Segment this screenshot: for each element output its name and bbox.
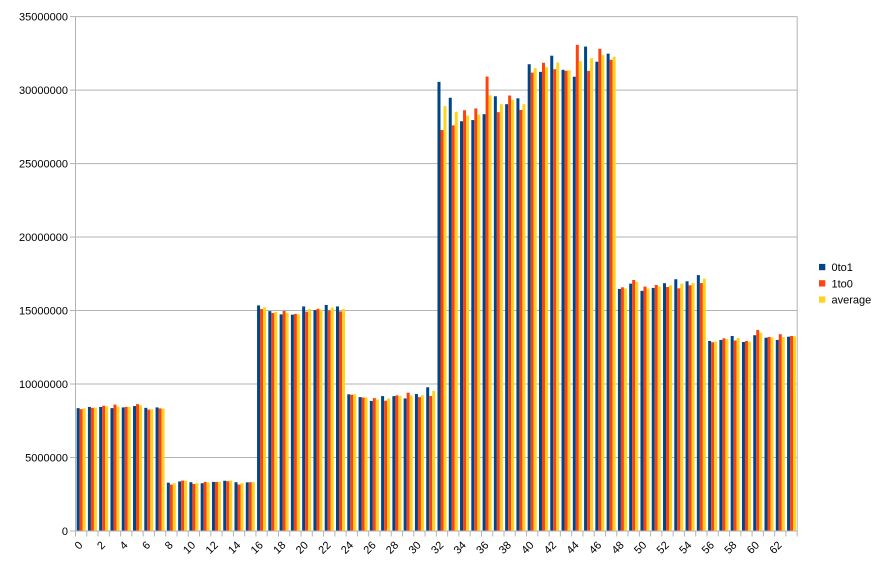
svg-text:average: average <box>832 295 872 307</box>
svg-text:0to1: 0to1 <box>832 262 853 274</box>
svg-text:35000000: 35000000 <box>19 12 68 24</box>
svg-text:15000000: 15000000 <box>19 305 68 317</box>
svg-text:5000000: 5000000 <box>25 452 68 464</box>
svg-text:25000000: 25000000 <box>19 158 68 170</box>
svg-text:20000000: 20000000 <box>19 232 68 244</box>
svg-text:1to0: 1to0 <box>832 278 853 290</box>
svg-text:10000000: 10000000 <box>19 379 68 391</box>
svg-text:0: 0 <box>62 526 68 538</box>
svg-text:30000000: 30000000 <box>19 85 68 97</box>
